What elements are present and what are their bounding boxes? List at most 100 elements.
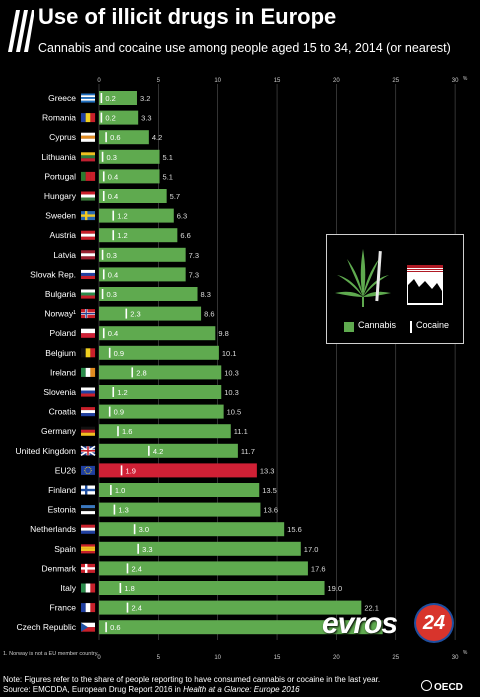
cocaine-value-label: 0.4 bbox=[108, 329, 118, 338]
cannabis-value-label: 3.3 bbox=[141, 114, 151, 123]
flag-stripe bbox=[81, 426, 95, 430]
cocaine-marker bbox=[148, 445, 150, 456]
flag-stripe bbox=[81, 171, 86, 181]
flag-stripe bbox=[81, 387, 95, 391]
flag-stripe bbox=[81, 546, 95, 549]
oecd-stripes-logo bbox=[8, 10, 34, 52]
cocaine-marker bbox=[101, 249, 104, 260]
cannabis-value-label: 5.1 bbox=[163, 172, 173, 181]
flag-stripe bbox=[81, 295, 95, 299]
cocaine-value-label: 2.8 bbox=[136, 368, 146, 377]
country-label: EU26 bbox=[55, 465, 77, 475]
flag-stripe bbox=[81, 155, 95, 159]
cannabis-value-label: 17.0 bbox=[304, 545, 319, 554]
flag-stripe bbox=[81, 93, 95, 96]
flag-star bbox=[87, 466, 89, 468]
cocaine-bag-icon bbox=[407, 265, 443, 305]
flag-star bbox=[85, 467, 87, 469]
flag-icon bbox=[81, 230, 95, 240]
flag-icon bbox=[81, 367, 96, 377]
flag-icon bbox=[81, 426, 95, 436]
flag-stripe bbox=[81, 390, 95, 394]
country-label: Italy bbox=[60, 583, 76, 593]
cannabis-bar bbox=[99, 208, 174, 223]
flag-stripe bbox=[81, 511, 95, 515]
flag-icon bbox=[81, 505, 95, 515]
cocaine-value-label: 0.3 bbox=[107, 153, 117, 162]
cocaine-marker bbox=[112, 387, 115, 397]
x-tick-label-bottom: 10 bbox=[214, 655, 221, 661]
flag-star bbox=[84, 471, 86, 473]
cocaine-marker bbox=[101, 289, 104, 299]
cocaine-marker bbox=[110, 485, 112, 495]
cannabis-value-label: 19.0 bbox=[328, 584, 343, 593]
cocaine-value-label: 3.0 bbox=[139, 525, 149, 534]
country-label: Estonia bbox=[48, 505, 77, 515]
cocaine-marker bbox=[112, 210, 115, 221]
flag-stripe bbox=[81, 97, 95, 99]
flag-icon bbox=[81, 603, 96, 613]
cocaine-value-label: 0.3 bbox=[107, 290, 117, 299]
flag-star bbox=[84, 469, 86, 471]
cocaine-marker bbox=[105, 622, 107, 633]
evros24-watermark: evros 24 bbox=[322, 605, 452, 645]
flag-stripe bbox=[81, 289, 95, 293]
x-tick-label-top: 20 bbox=[333, 78, 340, 84]
legend-cocaine-swatch bbox=[410, 321, 412, 333]
flag-stripe bbox=[90, 171, 96, 181]
cocaine-marker bbox=[102, 191, 105, 201]
country-label: France bbox=[50, 603, 77, 613]
country-label: Greece bbox=[48, 93, 76, 103]
flag-icon bbox=[81, 93, 95, 103]
cocaine-value-label: 0.6 bbox=[110, 133, 120, 142]
cannabis-bar bbox=[99, 600, 362, 615]
cocaine-value-label: 0.4 bbox=[108, 192, 118, 201]
oecd-logo: OECD bbox=[421, 680, 463, 693]
cannabis-value-label: 13.3 bbox=[260, 466, 275, 475]
flag-icon bbox=[80, 445, 96, 456]
cocaine-marker bbox=[112, 230, 115, 241]
flag-stripe bbox=[85, 583, 91, 593]
flag-icon bbox=[81, 309, 95, 319]
cocaine-value-label: 1.8 bbox=[124, 584, 134, 593]
cannabis-value-label: 7.3 bbox=[189, 270, 199, 279]
x-unit-top: % bbox=[463, 76, 468, 82]
cocaine-marker bbox=[108, 347, 111, 358]
flag-stripe bbox=[81, 393, 95, 397]
cocaine-value-label: 1.2 bbox=[117, 388, 127, 397]
cannabis-value-label: 10.1 bbox=[222, 349, 237, 358]
cannabis-bar bbox=[99, 228, 178, 243]
cocaine-value-label: 0.2 bbox=[105, 94, 115, 103]
x-tick-label-top: 0 bbox=[97, 78, 101, 84]
flag-stripe bbox=[81, 551, 95, 554]
country-label: Hungary bbox=[44, 191, 77, 201]
flag-cross bbox=[81, 488, 95, 492]
flag-stripe bbox=[81, 95, 95, 98]
flag-star bbox=[90, 468, 92, 470]
country-label: Norway¹ bbox=[44, 309, 76, 319]
country-label: Portugal bbox=[44, 171, 76, 181]
cocaine-value-label: 0.2 bbox=[105, 114, 115, 123]
flag-icon bbox=[81, 191, 95, 201]
flag-field bbox=[81, 465, 95, 475]
country-label: Cyprus bbox=[49, 132, 76, 142]
flag-stripe bbox=[81, 100, 95, 103]
cocaine-value-label: 1.0 bbox=[115, 486, 125, 495]
flag-icon bbox=[81, 348, 96, 358]
flag-stripe bbox=[85, 348, 91, 358]
flag-icon bbox=[81, 211, 95, 221]
cocaine-marker bbox=[120, 465, 123, 476]
cannabis-bar bbox=[99, 541, 301, 556]
flag-stripe bbox=[81, 233, 95, 237]
flag-stripe bbox=[81, 275, 95, 279]
flag-stripe bbox=[81, 191, 95, 195]
country-label: Slovak Rep. bbox=[30, 269, 76, 279]
flag-cross-inner bbox=[81, 450, 95, 452]
cocaine-value-label: 2.4 bbox=[131, 564, 141, 573]
flag-stripe bbox=[81, 194, 95, 198]
flag-icon bbox=[81, 152, 95, 162]
x-tick-label-top: 25 bbox=[392, 78, 399, 84]
flag-stripe bbox=[85, 171, 91, 181]
country-label: Spain bbox=[54, 544, 76, 554]
flag-icon bbox=[81, 289, 95, 299]
